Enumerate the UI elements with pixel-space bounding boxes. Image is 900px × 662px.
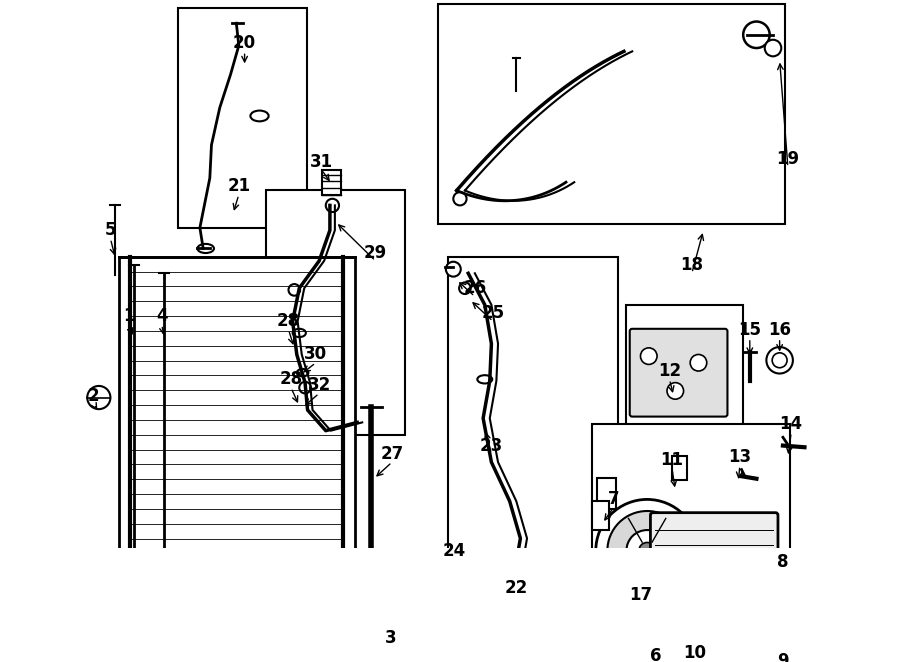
Ellipse shape bbox=[464, 549, 478, 557]
Bar bbox=[672, 455, 687, 481]
Text: 28: 28 bbox=[277, 312, 300, 330]
Text: 10: 10 bbox=[683, 643, 706, 661]
Circle shape bbox=[596, 499, 698, 602]
Text: 2: 2 bbox=[88, 387, 100, 405]
Text: 11: 11 bbox=[661, 451, 683, 469]
Text: 12: 12 bbox=[658, 362, 681, 380]
Bar bbox=[592, 424, 789, 662]
Circle shape bbox=[608, 511, 687, 591]
Circle shape bbox=[330, 649, 357, 662]
Bar bbox=[598, 478, 616, 509]
Text: 6: 6 bbox=[650, 647, 662, 662]
Circle shape bbox=[767, 347, 793, 373]
Text: 28: 28 bbox=[279, 370, 302, 389]
Text: 4: 4 bbox=[156, 307, 167, 326]
Text: 14: 14 bbox=[779, 415, 803, 433]
Text: 25: 25 bbox=[482, 304, 505, 322]
Text: 7: 7 bbox=[608, 490, 620, 508]
Text: 8: 8 bbox=[778, 553, 788, 571]
Circle shape bbox=[289, 284, 300, 296]
Text: 22: 22 bbox=[505, 579, 528, 597]
Text: 3: 3 bbox=[384, 629, 396, 647]
Circle shape bbox=[667, 383, 684, 399]
Circle shape bbox=[765, 40, 781, 56]
Circle shape bbox=[454, 192, 466, 205]
Text: 23: 23 bbox=[480, 436, 503, 455]
Text: 15: 15 bbox=[738, 320, 761, 339]
Text: 9: 9 bbox=[777, 652, 788, 662]
Bar bbox=[266, 191, 405, 435]
Text: 30: 30 bbox=[304, 346, 328, 363]
Bar bbox=[626, 305, 743, 448]
Bar bbox=[437, 4, 786, 224]
Circle shape bbox=[626, 530, 668, 571]
FancyBboxPatch shape bbox=[630, 329, 727, 416]
FancyBboxPatch shape bbox=[651, 512, 778, 632]
Text: 13: 13 bbox=[728, 448, 752, 466]
Circle shape bbox=[641, 348, 657, 364]
Ellipse shape bbox=[464, 564, 478, 572]
Text: 31: 31 bbox=[310, 152, 333, 171]
Text: 24: 24 bbox=[443, 542, 466, 560]
Text: 5: 5 bbox=[104, 221, 116, 239]
Circle shape bbox=[690, 354, 707, 371]
Bar bbox=[119, 257, 355, 613]
Bar bbox=[178, 9, 307, 228]
Circle shape bbox=[743, 22, 770, 48]
Circle shape bbox=[446, 261, 461, 277]
Ellipse shape bbox=[292, 329, 306, 337]
Text: 26: 26 bbox=[464, 279, 486, 297]
Circle shape bbox=[772, 353, 788, 367]
Bar bbox=[592, 501, 609, 530]
Ellipse shape bbox=[297, 369, 309, 377]
Text: 29: 29 bbox=[364, 244, 387, 261]
Ellipse shape bbox=[250, 111, 268, 121]
Bar bbox=[322, 169, 341, 195]
Text: 1: 1 bbox=[123, 307, 134, 326]
Circle shape bbox=[337, 655, 351, 662]
Circle shape bbox=[300, 382, 310, 393]
Text: 16: 16 bbox=[768, 320, 791, 339]
Text: 20: 20 bbox=[233, 34, 256, 52]
Circle shape bbox=[459, 283, 471, 294]
Ellipse shape bbox=[197, 244, 214, 253]
Bar bbox=[448, 257, 618, 576]
Circle shape bbox=[326, 199, 339, 212]
Text: 32: 32 bbox=[308, 376, 331, 394]
Text: 27: 27 bbox=[381, 445, 403, 463]
Text: 17: 17 bbox=[629, 586, 652, 604]
Circle shape bbox=[87, 386, 111, 409]
Ellipse shape bbox=[477, 375, 492, 383]
Circle shape bbox=[639, 542, 655, 559]
Text: 21: 21 bbox=[227, 177, 250, 195]
Text: 18: 18 bbox=[680, 256, 703, 274]
Text: 19: 19 bbox=[777, 150, 799, 168]
